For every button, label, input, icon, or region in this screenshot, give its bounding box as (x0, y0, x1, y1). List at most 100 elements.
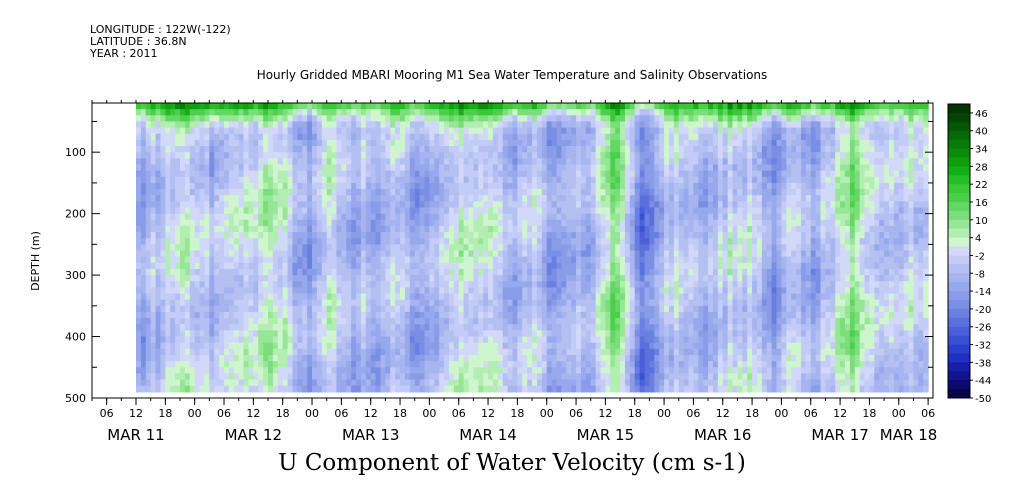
heatmap-cell (268, 330, 274, 338)
heatmap-cell (395, 330, 401, 338)
heatmap-cell (136, 250, 142, 258)
heatmap-cell (404, 139, 411, 147)
heatmap-cell (365, 182, 372, 190)
heatmap-cell (404, 373, 411, 381)
heatmap-cell (458, 305, 465, 313)
heatmap-cell (419, 115, 426, 123)
heatmap-cell (204, 244, 210, 252)
heatmap-cell (243, 195, 250, 202)
heatmap-cell (444, 361, 450, 368)
heatmap-cell (541, 109, 548, 116)
heatmap-cell (204, 219, 210, 227)
heatmap-cell (629, 305, 636, 313)
heatmap-cell (522, 299, 528, 307)
heatmap-cell (595, 250, 602, 258)
heatmap-cell (209, 293, 215, 301)
heatmap-cell (453, 219, 460, 227)
heatmap-cell (346, 281, 352, 288)
heatmap-cell (219, 225, 225, 233)
heatmap-cell (580, 133, 587, 141)
heatmap-cell (404, 103, 411, 110)
heatmap-cell (576, 336, 582, 344)
heatmap-cell (331, 225, 338, 233)
heatmap-cell (639, 318, 646, 325)
heatmap-cell (380, 225, 386, 233)
heatmap-cell (326, 238, 333, 245)
heatmap-cell (571, 244, 577, 252)
heatmap-cell (478, 379, 484, 387)
heatmap-cell (629, 373, 636, 381)
heatmap-cell (502, 189, 509, 196)
heatmap-cell (199, 195, 206, 202)
heatmap-cell (605, 195, 611, 202)
heatmap-cell (365, 176, 372, 184)
heatmap-cell (263, 189, 269, 196)
heatmap-cell (233, 109, 240, 116)
heatmap-cell (189, 127, 196, 135)
heatmap-cell (595, 164, 602, 172)
heatmap-cell (351, 354, 357, 362)
heatmap-cell (576, 189, 582, 196)
heatmap-cell (473, 213, 479, 221)
heatmap-cell (576, 195, 582, 202)
heatmap-cell (634, 115, 641, 123)
heatmap-cell (326, 127, 333, 135)
heatmap-cell (649, 311, 655, 319)
heatmap-cell (463, 354, 470, 362)
heatmap-cell (497, 244, 504, 252)
heatmap-cell (263, 170, 269, 178)
heatmap-cell (297, 152, 303, 159)
heatmap-cell (585, 330, 592, 338)
heatmap-cell (629, 299, 636, 307)
heatmap-cell (224, 121, 230, 129)
heatmap-cell (248, 348, 254, 356)
heatmap-cell (209, 195, 215, 202)
heatmap-cell (439, 348, 445, 356)
heatmap-cell (488, 250, 494, 258)
heatmap-cell (507, 281, 514, 288)
heatmap-cell (175, 281, 181, 288)
heatmap-cell (258, 238, 264, 245)
heatmap-cell (424, 225, 430, 233)
heatmap-cell (351, 348, 357, 356)
heatmap-cell (160, 281, 166, 288)
heatmap-cell (400, 311, 406, 319)
heatmap-cell (419, 201, 426, 209)
heatmap-cell (551, 330, 558, 338)
heatmap-cell (522, 268, 528, 276)
heatmap-cell (140, 152, 147, 159)
heatmap-cell (277, 342, 284, 350)
heatmap-cell (610, 330, 616, 338)
heatmap-cell (409, 348, 416, 356)
heatmap-cell (590, 385, 597, 393)
heatmap-cell (351, 275, 357, 282)
heatmap-cell (316, 348, 323, 356)
heatmap-cell (385, 213, 391, 221)
heatmap-cell (380, 103, 386, 110)
heatmap-cell (546, 299, 553, 307)
heatmap-cell (561, 311, 567, 319)
heatmap-cell (326, 305, 333, 313)
heatmap-cell (184, 250, 191, 258)
heatmap-cell (620, 207, 626, 215)
heatmap-cell (316, 170, 323, 178)
heatmap-cell (292, 146, 298, 153)
heatmap-cell (341, 256, 347, 264)
heatmap-cell (155, 103, 162, 110)
heatmap-cell (468, 133, 474, 141)
heatmap-cell (321, 213, 328, 221)
heatmap-cell (282, 189, 289, 196)
heatmap-cell (600, 164, 606, 172)
heatmap-cell (390, 287, 396, 295)
heatmap-cell (488, 133, 494, 141)
heatmap-cell (316, 121, 323, 129)
heatmap-cell (522, 287, 528, 295)
heatmap-cell (258, 275, 264, 282)
heatmap-cell (507, 158, 514, 166)
heatmap-cell (488, 189, 494, 196)
heatmap-cell (453, 103, 460, 110)
heatmap-cell (429, 373, 435, 381)
heatmap-cell (502, 354, 509, 362)
heatmap-cell (380, 238, 386, 245)
heatmap-cell (268, 348, 274, 356)
